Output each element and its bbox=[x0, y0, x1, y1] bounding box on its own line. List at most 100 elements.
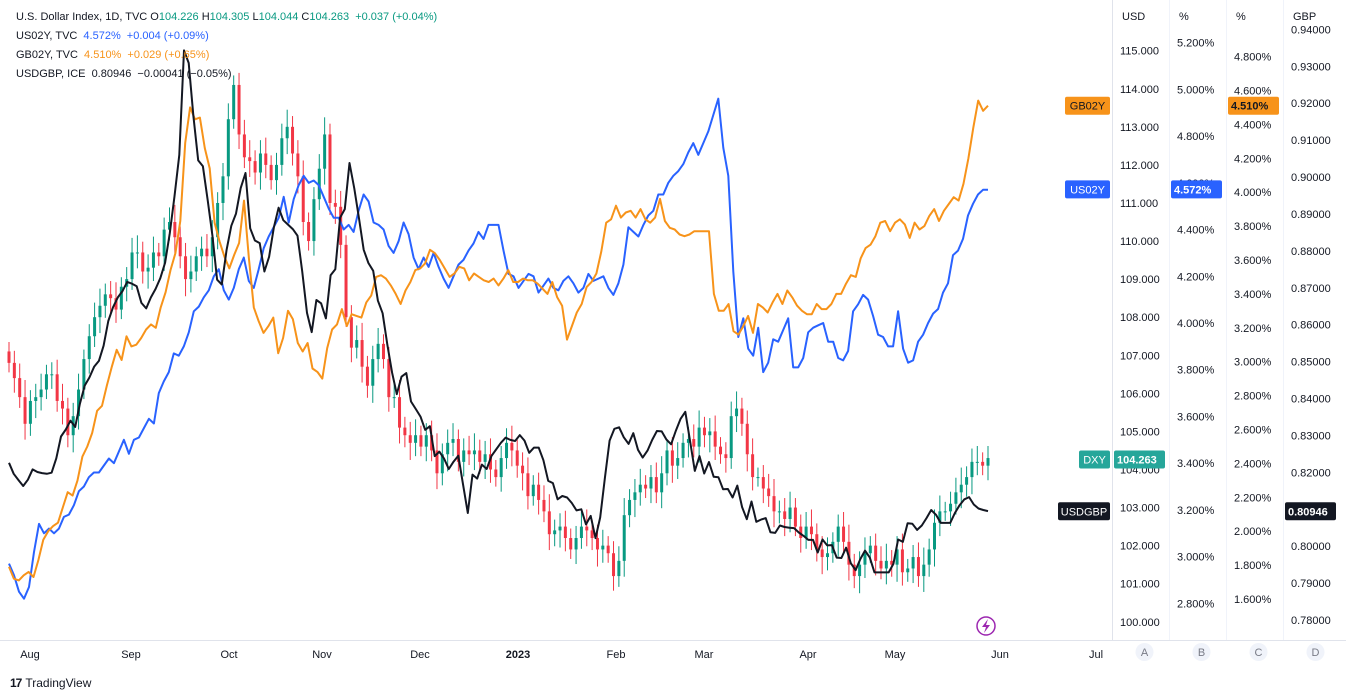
dxy-candle bbox=[494, 469, 498, 478]
axis-tick-label: 4.800% bbox=[1234, 52, 1272, 64]
dxy-candle bbox=[360, 340, 364, 367]
legend-usdgbp-name: USDGBP, ICE bbox=[16, 68, 86, 80]
dxy-candle bbox=[954, 492, 958, 504]
x-tick-label: Jun bbox=[991, 649, 1009, 661]
axis-tick-label: 5.200% bbox=[1177, 38, 1215, 50]
dxy-candle bbox=[654, 477, 658, 493]
dxy-candle bbox=[933, 522, 937, 550]
axis-letter-c: C bbox=[1255, 647, 1263, 659]
dxy-candle bbox=[365, 366, 369, 386]
axis-tick-label: 3.600% bbox=[1177, 411, 1215, 423]
axis-tick-label: 0.87000 bbox=[1291, 283, 1331, 295]
dxy-candle bbox=[981, 461, 985, 466]
dxy-candle bbox=[93, 317, 97, 337]
axis-letter-b: B bbox=[1198, 647, 1205, 659]
dxy-candle bbox=[141, 252, 145, 272]
dxy-candle bbox=[328, 134, 332, 203]
dxy-candle bbox=[162, 229, 166, 257]
dxy-candle bbox=[526, 473, 530, 497]
dxy-candle bbox=[307, 222, 311, 242]
dxy-candle bbox=[135, 252, 139, 254]
usdgbp-value-tag bbox=[1285, 502, 1336, 521]
dxy-candle bbox=[697, 427, 701, 447]
x-tick-label: Dec bbox=[410, 649, 430, 661]
axis-tick-label: 113.000 bbox=[1120, 122, 1159, 134]
dxy-candle bbox=[323, 134, 327, 169]
dxy-candle bbox=[258, 153, 262, 173]
axis-tick-label: 3.000% bbox=[1234, 357, 1272, 369]
dxy-candle bbox=[863, 553, 867, 565]
axis-tick-label: 103.000 bbox=[1120, 503, 1160, 515]
axis-tick-label: 3.400% bbox=[1177, 458, 1215, 470]
dxy-candle bbox=[938, 511, 942, 523]
dxy-candle bbox=[216, 202, 220, 238]
axis-tick-label: 0.91000 bbox=[1291, 135, 1331, 147]
gb02y-value-tag bbox=[1228, 96, 1279, 115]
dxy-candle bbox=[708, 431, 712, 436]
dxy-candle bbox=[606, 545, 610, 554]
dxy-candle bbox=[505, 442, 509, 459]
dxy-candle bbox=[77, 389, 81, 417]
dxy-candle bbox=[815, 534, 819, 550]
dxy-candle bbox=[820, 549, 824, 558]
dxy-candle bbox=[793, 507, 797, 527]
dxy-candle bbox=[777, 511, 781, 513]
dxy-candle bbox=[959, 484, 963, 493]
axis-tick-label: 101.000 bbox=[1120, 579, 1160, 591]
dxy-candle bbox=[60, 400, 64, 409]
dxy-candle bbox=[296, 153, 300, 177]
legend-us02y-value: 4.572% bbox=[83, 30, 121, 42]
dxy-candle bbox=[649, 477, 653, 489]
dxy-candle bbox=[403, 427, 407, 436]
gb02y-name-label: GB02Y bbox=[1070, 101, 1106, 113]
dxy-candle bbox=[488, 454, 492, 470]
dxy-candle bbox=[547, 511, 551, 535]
axis-tick-label: 2.600% bbox=[1234, 424, 1272, 436]
dxy-candle bbox=[858, 564, 862, 577]
legend-us02y-change: +0.004 (+0.09%) bbox=[126, 30, 209, 42]
dxy-candle bbox=[200, 248, 204, 257]
dxy-candle bbox=[740, 408, 744, 424]
dxy-candle bbox=[569, 538, 573, 550]
dxy-candle bbox=[285, 126, 289, 139]
axis-tick-label: 0.92000 bbox=[1291, 98, 1331, 110]
axis-tick-label: 3.200% bbox=[1177, 505, 1215, 517]
dxy-candle bbox=[210, 237, 214, 257]
legend-row-us02y: US02Y, TVC 4.572% +0.004 (+0.09%) bbox=[16, 27, 437, 46]
dxy-candle bbox=[119, 286, 123, 310]
dxy-candle bbox=[847, 541, 851, 565]
x-tick-label: Nov bbox=[312, 649, 332, 661]
dxy-candle bbox=[553, 530, 557, 535]
axis-tick-label: 4.800% bbox=[1177, 131, 1215, 143]
dxy-candle bbox=[472, 450, 476, 455]
legend-row-gb02y: GB02Y, TVC 4.510% +0.029 (+0.65%) bbox=[16, 46, 437, 65]
axis-tick-label: 4.200% bbox=[1177, 271, 1215, 283]
dxy-candle bbox=[612, 553, 616, 577]
dxy-candle bbox=[836, 526, 840, 542]
tradingview-footer[interactable]: 17 TradingView bbox=[10, 676, 91, 690]
axis-tick-label: 106.000 bbox=[1120, 388, 1160, 400]
dxy-candle bbox=[622, 515, 626, 561]
axis-tick-label: 4.600% bbox=[1234, 85, 1272, 97]
dxy-candle bbox=[280, 138, 284, 165]
gb02y-value-label: 4.510% bbox=[1231, 101, 1269, 113]
dxy-candle bbox=[638, 484, 642, 493]
dxy-candle bbox=[729, 416, 733, 459]
axis-tick-label: 5.000% bbox=[1177, 84, 1215, 96]
us02y-value-label: 4.572% bbox=[1174, 184, 1212, 196]
dxy-candle bbox=[628, 499, 632, 516]
axis-tick-label: 3.800% bbox=[1234, 221, 1272, 233]
dxy-candle bbox=[745, 423, 749, 455]
dxy-candle bbox=[975, 461, 979, 463]
usdgbp-name-tag bbox=[1058, 502, 1110, 521]
legend-dxy-change: +0.037 (+0.04%) bbox=[355, 11, 438, 23]
x-tick-label: Mar bbox=[695, 649, 714, 661]
legend-gb02y-change: +0.029 (+0.65%) bbox=[127, 49, 210, 61]
dxy-candle bbox=[633, 492, 637, 500]
dxy-candle bbox=[590, 530, 594, 539]
dxy-candle bbox=[82, 359, 86, 390]
dxy-candle bbox=[868, 545, 872, 554]
dxy-candle bbox=[387, 359, 391, 398]
axis-tick-label: 3.200% bbox=[1234, 323, 1272, 335]
